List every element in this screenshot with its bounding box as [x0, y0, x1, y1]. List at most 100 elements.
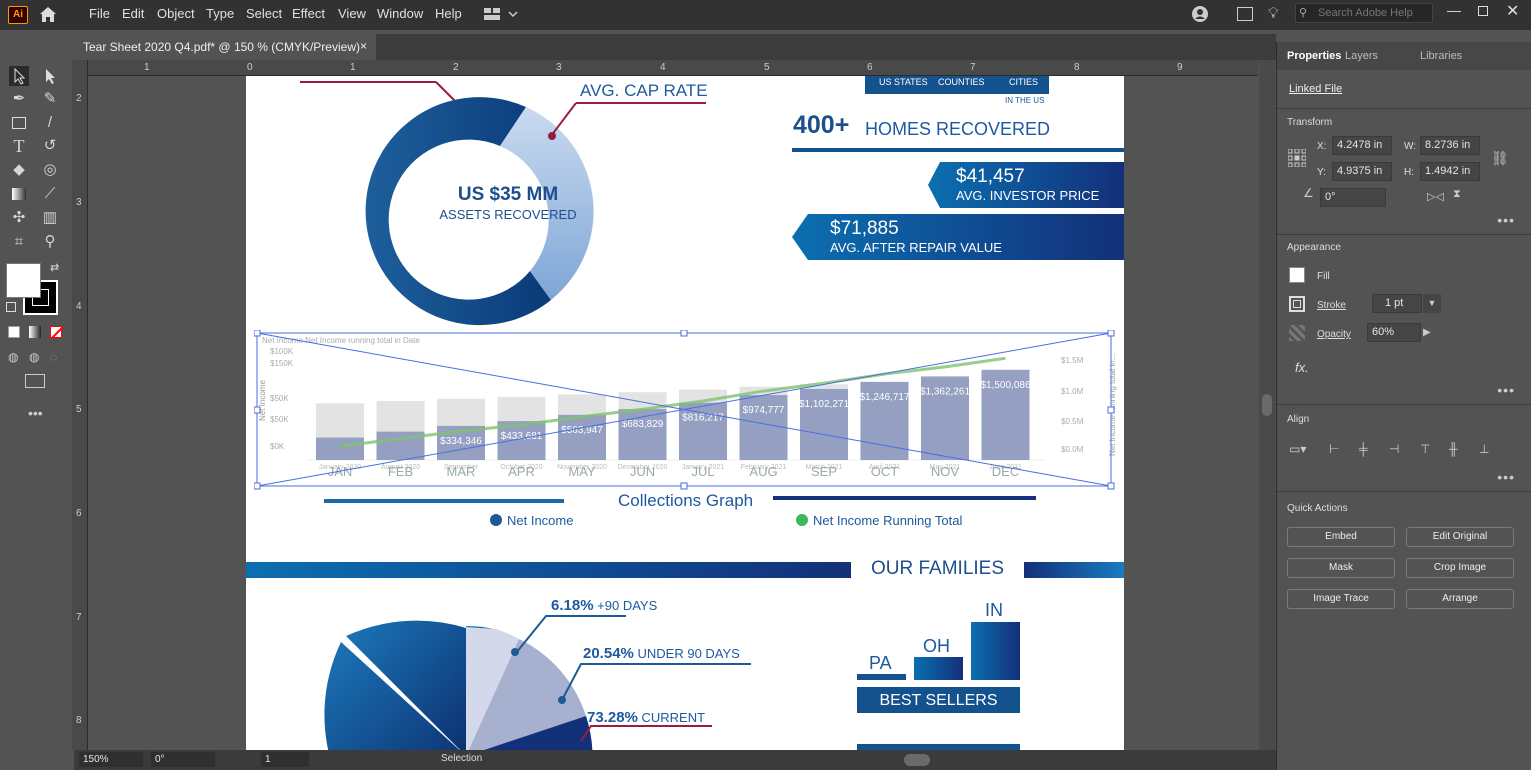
tab-properties[interactable]: Properties [1287, 50, 1342, 62]
opacity-label[interactable]: Opacity [1317, 329, 1351, 340]
edit-toolbar-icon[interactable]: ••• [28, 405, 43, 421]
fx-icon[interactable]: fx. [1295, 360, 1309, 375]
gradient-mode-icon[interactable] [29, 326, 41, 338]
artboard[interactable]: AVG. CAP RATE US $35 MM ASSETS RECOVERED… [246, 76, 1124, 750]
fill-swatch[interactable] [6, 263, 41, 298]
x-input[interactable]: 4.2478 in [1332, 136, 1392, 155]
bar-label: $1,500,086 [980, 380, 1030, 391]
menu-file[interactable]: File [89, 6, 110, 21]
edit-original-button[interactable]: Edit Original [1406, 527, 1514, 547]
draw-normal-icon[interactable]: ◍ [8, 350, 19, 364]
warp-tool-icon[interactable]: ◎ [43, 161, 57, 178]
opacity-arrow-icon[interactable]: ▶ [1423, 327, 1431, 338]
y-tick-label: $50K [270, 394, 289, 403]
selection-tool-icon[interactable] [9, 66, 29, 86]
embed-button[interactable]: Embed [1287, 527, 1395, 547]
opacity-input[interactable]: 60% [1367, 323, 1421, 342]
stroke-weight-select[interactable]: 1 pt [1372, 294, 1422, 313]
artboard-tool-icon[interactable]: ⌗ [14, 233, 24, 250]
menu-window[interactable]: Window [377, 6, 424, 21]
mask-button[interactable]: Mask [1287, 558, 1395, 578]
align-bottom-icon[interactable]: ⊥ [1479, 442, 1490, 456]
paintbrush-tool-icon[interactable]: / [47, 114, 53, 131]
eraser-tool-icon[interactable]: ◆ [13, 161, 25, 178]
rectangle-tool-icon[interactable] [9, 113, 29, 133]
none-mode-icon[interactable] [50, 326, 64, 340]
eyedropper-tool-icon[interactable]: ⟋ [44, 185, 56, 202]
bar-label: $1,362,261 [920, 386, 970, 397]
flip-horizontal-icon[interactable]: ▷◁ [1427, 191, 1444, 203]
menu-edit[interactable]: Edit [122, 6, 145, 21]
collections-chart[interactable]: $100K $150K $50K $50K $0K $1.5M $1.0M $0.5M $0.0… [256, 332, 1114, 486]
workspace-switcher-icon[interactable] [483, 7, 519, 21]
align-vertical-center-icon[interactable]: ╫ [1449, 442, 1458, 456]
color-mode-icon[interactable] [8, 326, 20, 338]
swap-fill-stroke-icon[interactable]: ⇄ [50, 262, 60, 274]
image-trace-button[interactable]: Image Trace [1287, 589, 1395, 609]
tab-libraries[interactable]: Libraries [1420, 50, 1463, 62]
rotate-angle-input[interactable]: 0° [1320, 188, 1386, 207]
screen-mode-icon[interactable] [25, 374, 45, 388]
menu-type[interactable]: Type [206, 6, 235, 21]
stroke-label[interactable]: Stroke [1317, 300, 1346, 311]
reference-point-icon[interactable] [1287, 148, 1307, 168]
constrain-proportions-icon[interactable]: ⛓ [1491, 150, 1509, 166]
search-input[interactable]: Search Adobe Help [1295, 3, 1433, 23]
align-more-icon[interactable]: ••• [1497, 469, 1515, 485]
graph-tool-icon[interactable]: ▥ [42, 209, 58, 226]
direct-selection-tool-icon[interactable] [40, 66, 60, 86]
curvature-tool-icon[interactable]: ✎ [43, 90, 57, 107]
menu-object[interactable]: Object [157, 6, 195, 21]
arrange-button[interactable]: Arrange [1406, 589, 1514, 609]
height-input[interactable]: 1.4942 in [1420, 162, 1480, 181]
symbol-sprayer-tool-icon[interactable]: ✣ [12, 209, 26, 226]
rotate-view-select[interactable]: 0° [150, 751, 216, 768]
menu-effect[interactable]: Effect [292, 6, 326, 21]
appearance-more-icon[interactable]: ••• [1497, 382, 1515, 398]
geo-tab-counties: COUNTIES [938, 77, 985, 87]
close-window-button[interactable]: ✕ [1506, 3, 1520, 20]
width-input[interactable]: 8.2736 in [1420, 136, 1480, 155]
align-right-icon[interactable]: ⊣ [1389, 442, 1400, 456]
draw-behind-icon[interactable]: ◍ [29, 350, 40, 364]
align-left-icon[interactable]: ⊢ [1329, 442, 1340, 456]
flip-vertical-icon[interactable]: ⧗ [1453, 188, 1461, 200]
crop-image-button[interactable]: Crop Image [1406, 558, 1514, 578]
bar [921, 376, 969, 460]
menu-view[interactable]: View [338, 6, 366, 21]
artboard-number-input[interactable]: 1 [260, 751, 310, 768]
default-colors-icon[interactable] [6, 302, 16, 312]
zoom-tool-icon[interactable]: ⚲ [44, 233, 56, 250]
transform-more-icon[interactable]: ••• [1497, 212, 1515, 228]
menu-help[interactable]: Help [435, 6, 462, 21]
horizontal-scroll-thumb[interactable] [904, 754, 930, 766]
close-tab-icon[interactable]: × [360, 39, 368, 53]
arrange-documents-icon[interactable] [1237, 7, 1253, 21]
lightbulb-icon[interactable]: 💡︎ [1268, 5, 1279, 22]
y-label: Y: [1317, 167, 1326, 178]
menu-select[interactable]: Select [246, 6, 283, 21]
stroke-color-swatch[interactable] [1289, 296, 1305, 312]
linked-file-label[interactable]: Linked File [1289, 83, 1343, 95]
vertical-scroll-thumb[interactable] [1262, 394, 1272, 416]
gradient-tool-icon[interactable] [9, 184, 29, 204]
maximize-button[interactable] [1478, 6, 1488, 16]
fill-color-swatch[interactable] [1289, 267, 1305, 283]
vertical-scrollbar[interactable] [1259, 60, 1275, 750]
rotate-tool-icon[interactable]: ↺ [43, 137, 57, 154]
selection-bounding-box[interactable] [254, 330, 1116, 490]
draw-inside-icon[interactable]: ◌ [50, 350, 58, 364]
tab-layers[interactable]: Layers [1345, 50, 1379, 62]
pen-tool-icon[interactable]: ✒ [12, 90, 26, 107]
stroke-dropdown-icon[interactable]: ▼ [1423, 294, 1441, 313]
document-tab[interactable]: Tear Sheet 2020 Q4.pdf* @ 150 % (CMYK/Pr… [74, 34, 376, 60]
y-input[interactable]: 4.9375 in [1332, 162, 1392, 181]
align-horizontal-center-icon[interactable]: ╪ [1359, 442, 1368, 456]
user-icon[interactable] [1191, 5, 1211, 25]
type-tool-icon[interactable]: T [13, 136, 25, 156]
align-top-icon[interactable]: ⊤ [1420, 442, 1431, 456]
home-icon[interactable] [38, 5, 58, 23]
align-to-select-icon[interactable]: ▭▾ [1289, 442, 1307, 456]
minimize-button[interactable]: — [1447, 2, 1461, 18]
zoom-select[interactable]: 150% [78, 751, 144, 768]
